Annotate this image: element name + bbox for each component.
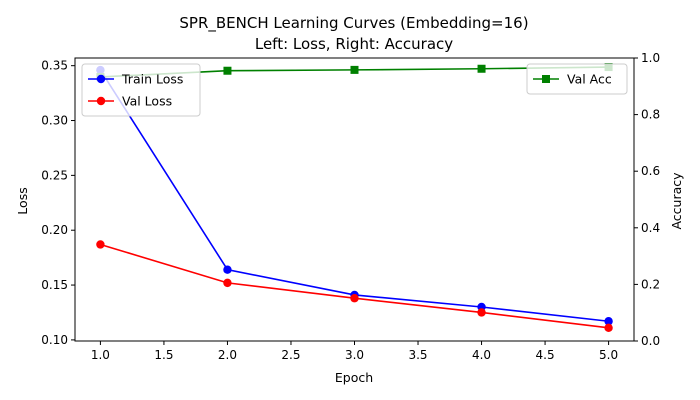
val-loss-point [223, 278, 232, 288]
x-tick-label: 1.0 [91, 348, 110, 362]
y-right-tick-label: 0.8 [641, 108, 660, 122]
x-tick-label: 1.5 [154, 348, 173, 362]
y-left-tick-label: 0.30 [41, 114, 68, 128]
train-loss-point [604, 317, 613, 326]
legend-val-acc-marker [542, 75, 550, 83]
x-tick-label: 4.0 [472, 348, 491, 362]
y-axis-left-label: Loss [15, 187, 30, 214]
y-right-tick-label: 0.0 [641, 334, 660, 348]
x-axis-label: Epoch [335, 370, 373, 385]
legend-val-loss-label: Val Loss [122, 94, 172, 109]
legend-left [81, 63, 201, 117]
x-tick-label: 3.5 [408, 348, 427, 362]
chart-title: SPR_BENCH Learning Curves (Embedding=16) [179, 14, 528, 33]
chart-subtitle: Left: Loss, Right: Accuracy [255, 35, 453, 53]
y-right-tick-label: 0.2 [641, 277, 660, 291]
plot-frame [74, 57, 635, 342]
x-tick-label: 5.0 [599, 348, 618, 362]
val-loss-point [477, 308, 486, 317]
x-tick-label: 2.0 [218, 348, 237, 362]
legend-train-loss-label: Train Loss [121, 72, 183, 87]
legend-train-loss-marker [96, 74, 106, 84]
val-loss-point [96, 240, 105, 249]
y-left-tick-label: 0.15 [41, 278, 68, 292]
legend-right [526, 63, 628, 95]
val-acc-point [223, 66, 232, 75]
y-right-tick-label: 0.6 [641, 164, 660, 178]
x-tick-label: 4.5 [536, 348, 555, 362]
y-right-tick-label: 0.4 [641, 221, 660, 235]
plot-area: 1.0 1.5 2.0 2.5 3.0 3.5 4.0 4.5 5.0 0.10 0.15 0.20 0… [41, 51, 660, 362]
y-right-tick-label: 1.0 [641, 51, 660, 65]
val-loss-point [604, 323, 613, 333]
x-tick-label: 2.5 [281, 348, 300, 362]
y-left-tick-label: 0.25 [41, 168, 68, 182]
train-loss-point [223, 265, 232, 274]
y-left-tick-label: 0.35 [41, 59, 68, 73]
legend-val-acc-label: Val Acc [567, 72, 612, 87]
y-left-tick-label: 0.10 [41, 333, 68, 347]
x-tick-label: 3.0 [345, 348, 364, 362]
y-left-tick-label: 0.20 [41, 223, 68, 237]
val-loss-point [350, 294, 359, 303]
val-acc-point [477, 64, 486, 73]
val-acc-point [350, 65, 359, 74]
y-axis-right-label: Accuracy [669, 172, 684, 230]
legend-val-loss-marker [96, 96, 106, 106]
